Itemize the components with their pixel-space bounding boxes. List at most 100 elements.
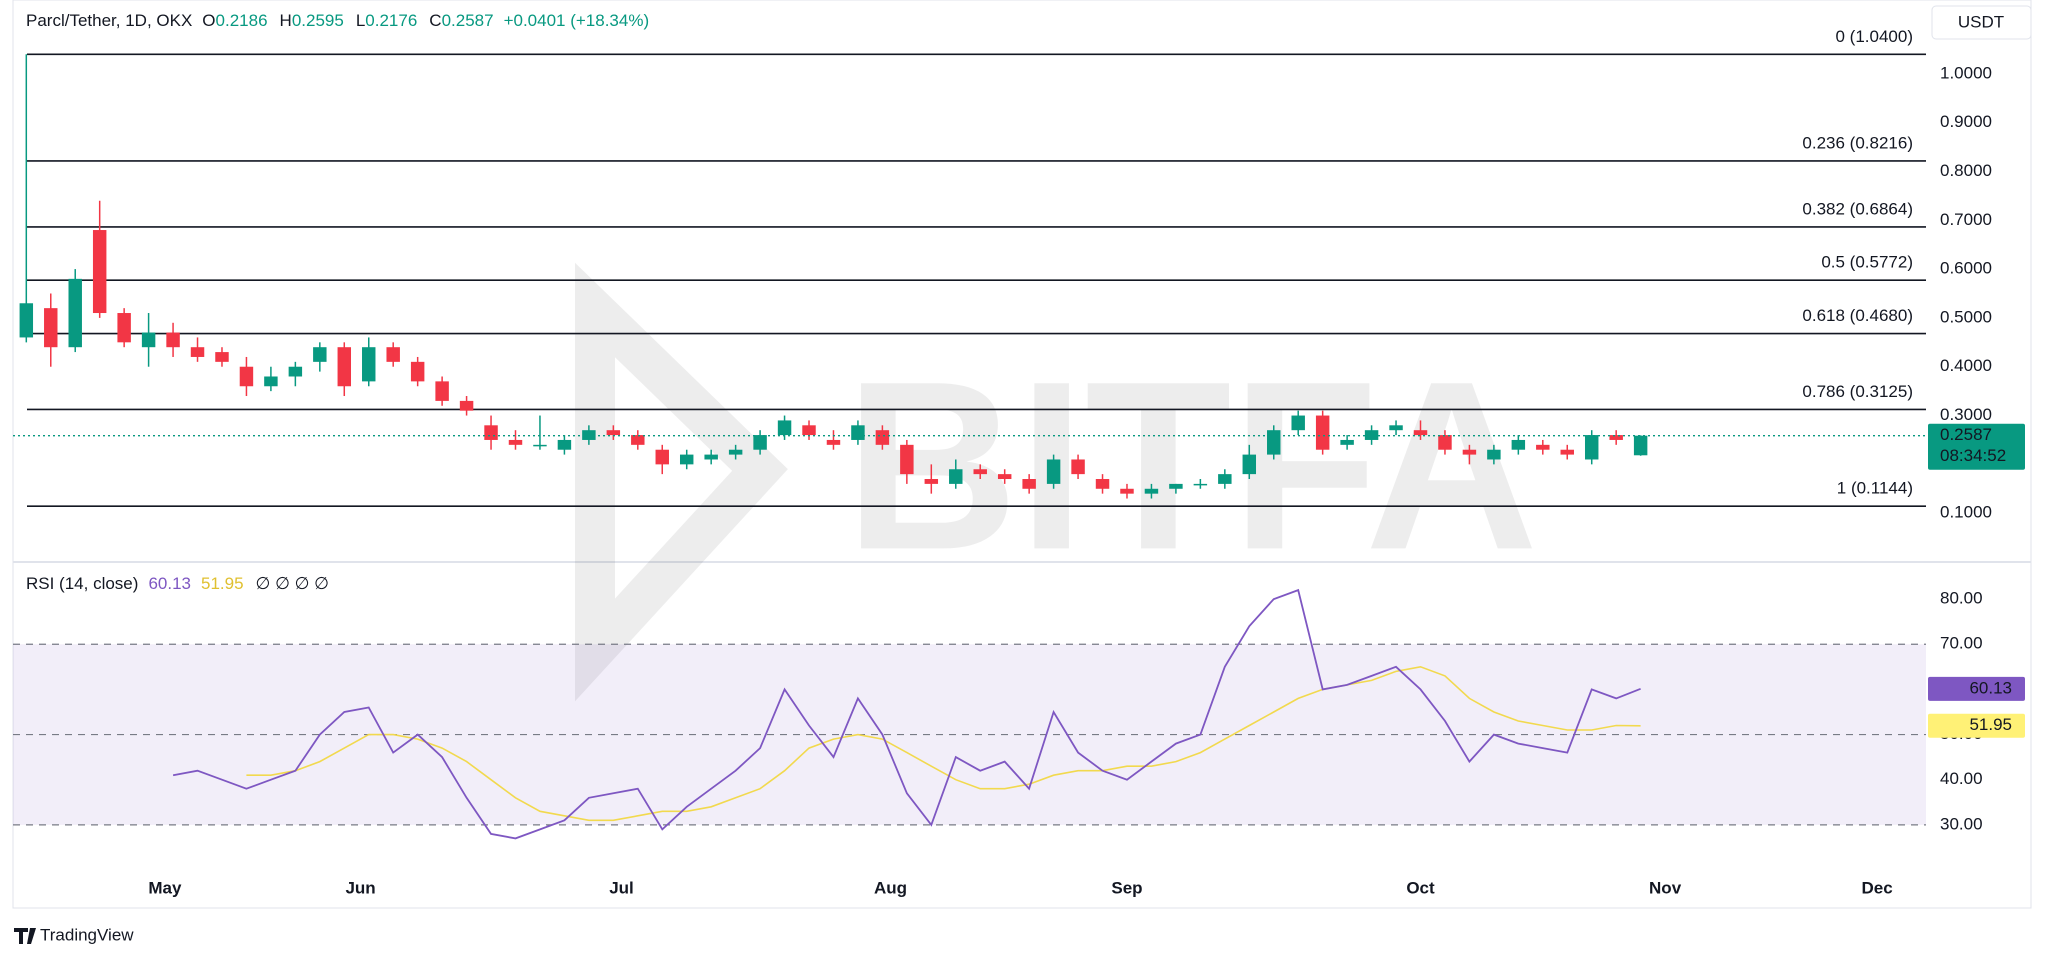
countdown-label: 08:34:52 (1940, 446, 2006, 465)
candle (1584, 430, 1599, 465)
candle (190, 337, 205, 362)
chart-frame (12, 0, 2032, 909)
candle-body (435, 381, 449, 401)
candle-body (704, 454, 718, 460)
fib-label: 0.5 (0.5772) (1821, 253, 1913, 272)
candle-body (166, 332, 180, 348)
candle (1022, 474, 1036, 494)
candle (1413, 420, 1428, 440)
brand-logo (14, 928, 36, 944)
candle-body (1609, 435, 1623, 440)
candle (1364, 425, 1379, 445)
candle (288, 361, 303, 387)
candle-body (484, 425, 498, 440)
candle (44, 293, 58, 367)
rsi-value-box (1928, 676, 2025, 701)
candle-body (900, 444, 914, 475)
x-tick-label: Sep (1111, 878, 1142, 897)
candle (1609, 430, 1623, 445)
rsi-value-box (1928, 713, 2025, 738)
candle (386, 342, 400, 367)
candle-body (386, 347, 400, 362)
y-tick-label: 70.00 (1940, 634, 1983, 653)
watermark: BITFA (845, 331, 1538, 599)
y-tick-label: 0.5000 (1940, 307, 1992, 326)
last-price-box (1928, 423, 2025, 470)
fib-label: 0.236 (0.8216) (1802, 133, 1913, 152)
candle-body (264, 376, 278, 387)
x-tick-label: Oct (1406, 878, 1435, 897)
x-tick-label: May (148, 878, 182, 897)
candle-body (1340, 439, 1354, 445)
candle (973, 464, 987, 480)
candle (337, 342, 352, 397)
candle-body (190, 347, 205, 357)
candle (1193, 479, 1208, 489)
candle (117, 308, 131, 348)
candle-body (1487, 449, 1501, 460)
candle (215, 347, 229, 367)
candle (826, 430, 841, 450)
candle (1267, 425, 1281, 460)
candle-body (1144, 488, 1159, 494)
candle (410, 356, 425, 387)
candle-body (337, 347, 352, 387)
candle (1487, 444, 1501, 465)
candle (655, 444, 669, 475)
candle-body (1438, 435, 1452, 450)
candle-body (753, 435, 767, 450)
candle-body (68, 278, 82, 348)
y-tick-label: 0.6000 (1940, 259, 1992, 278)
candle (924, 464, 939, 494)
candle (1095, 474, 1110, 494)
candle-body (655, 449, 669, 465)
candle (1536, 439, 1550, 455)
candle-body (606, 430, 621, 436)
currency-label[interactable]: USDT (1958, 12, 2004, 31)
candle (1169, 483, 1183, 494)
candle (1218, 469, 1232, 489)
candle (435, 376, 449, 406)
candle-body (19, 303, 34, 338)
rsi-ma-value: 51.95 (201, 574, 244, 593)
candle-body (1242, 454, 1257, 475)
candle (557, 435, 572, 455)
candle (362, 337, 376, 387)
candle-body (459, 400, 474, 411)
candle-body (1584, 435, 1599, 460)
candle (1291, 410, 1305, 436)
rsi-header: RSI (14, close) 60.13 51.95 ∅ ∅ ∅ ∅ (26, 574, 329, 593)
candle (1071, 454, 1085, 480)
candle (802, 420, 816, 440)
ohlc-label: L (356, 11, 365, 30)
candle-body (1169, 483, 1183, 489)
candle-body (1511, 439, 1526, 450)
candle-body (215, 352, 229, 362)
candle (533, 415, 547, 450)
y-tick-label: 0.4000 (1940, 356, 1992, 375)
candle-body (1218, 474, 1232, 484)
candle (1560, 444, 1574, 460)
candle-body (1071, 459, 1085, 475)
candle-body (117, 313, 131, 343)
candle (728, 444, 743, 460)
candle-body (997, 474, 1012, 480)
rsi-title: RSI (14, close) (26, 574, 138, 593)
candle-body (1095, 479, 1110, 489)
candle (1315, 410, 1330, 455)
ohlc-label: H (280, 11, 292, 30)
candle-body (728, 449, 743, 455)
candle-body (141, 332, 156, 348)
rsi-ma-line (246, 665, 1641, 822)
candle (949, 459, 963, 489)
y-tick-label: 0.3000 (1940, 405, 1992, 424)
candle (239, 356, 254, 397)
candle-body (1291, 415, 1305, 431)
candle (1462, 444, 1477, 465)
y-tick-label: 0.1000 (1940, 503, 1992, 522)
currency-box[interactable] (1931, 5, 2032, 40)
candle-body (1413, 430, 1428, 436)
candle-body (1193, 483, 1208, 486)
candle-body (1633, 435, 1648, 456)
